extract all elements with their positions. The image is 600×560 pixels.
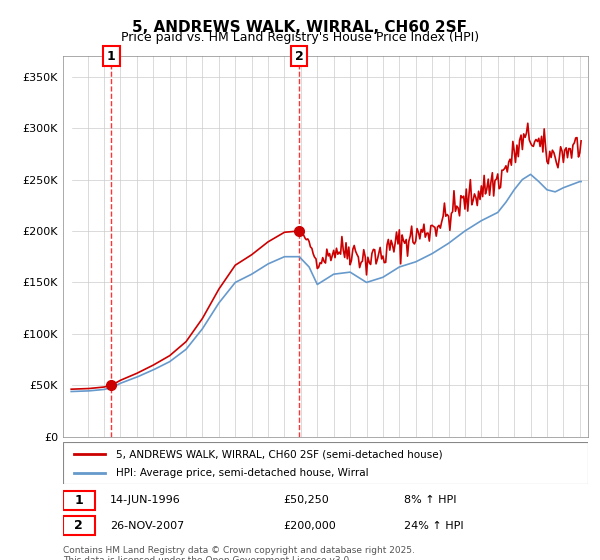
Text: 14-JUN-1996: 14-JUN-1996: [110, 495, 181, 505]
FancyBboxPatch shape: [63, 442, 588, 484]
Bar: [63, 56, 71, 437]
Text: 2: 2: [74, 519, 83, 532]
Text: 1: 1: [107, 49, 116, 63]
Text: 2: 2: [295, 49, 304, 63]
Text: 8% ↑ HPI: 8% ↑ HPI: [404, 495, 457, 505]
Text: 5, ANDREWS WALK, WIRRAL, CH60 2SF (semi-detached house): 5, ANDREWS WALK, WIRRAL, CH60 2SF (semi-…: [115, 449, 442, 459]
FancyBboxPatch shape: [63, 516, 95, 535]
Text: 26-NOV-2007: 26-NOV-2007: [110, 520, 185, 530]
Text: £200,000: £200,000: [284, 520, 336, 530]
Text: 1: 1: [74, 494, 83, 507]
Text: £50,250: £50,250: [284, 495, 329, 505]
Text: 24% ↑ HPI: 24% ↑ HPI: [404, 520, 464, 530]
Text: Contains HM Land Registry data © Crown copyright and database right 2025.
This d: Contains HM Land Registry data © Crown c…: [63, 546, 415, 560]
Text: HPI: Average price, semi-detached house, Wirral: HPI: Average price, semi-detached house,…: [115, 468, 368, 478]
Text: Price paid vs. HM Land Registry's House Price Index (HPI): Price paid vs. HM Land Registry's House …: [121, 31, 479, 44]
FancyBboxPatch shape: [63, 491, 95, 510]
Text: 5, ANDREWS WALK, WIRRAL, CH60 2SF: 5, ANDREWS WALK, WIRRAL, CH60 2SF: [133, 20, 467, 35]
